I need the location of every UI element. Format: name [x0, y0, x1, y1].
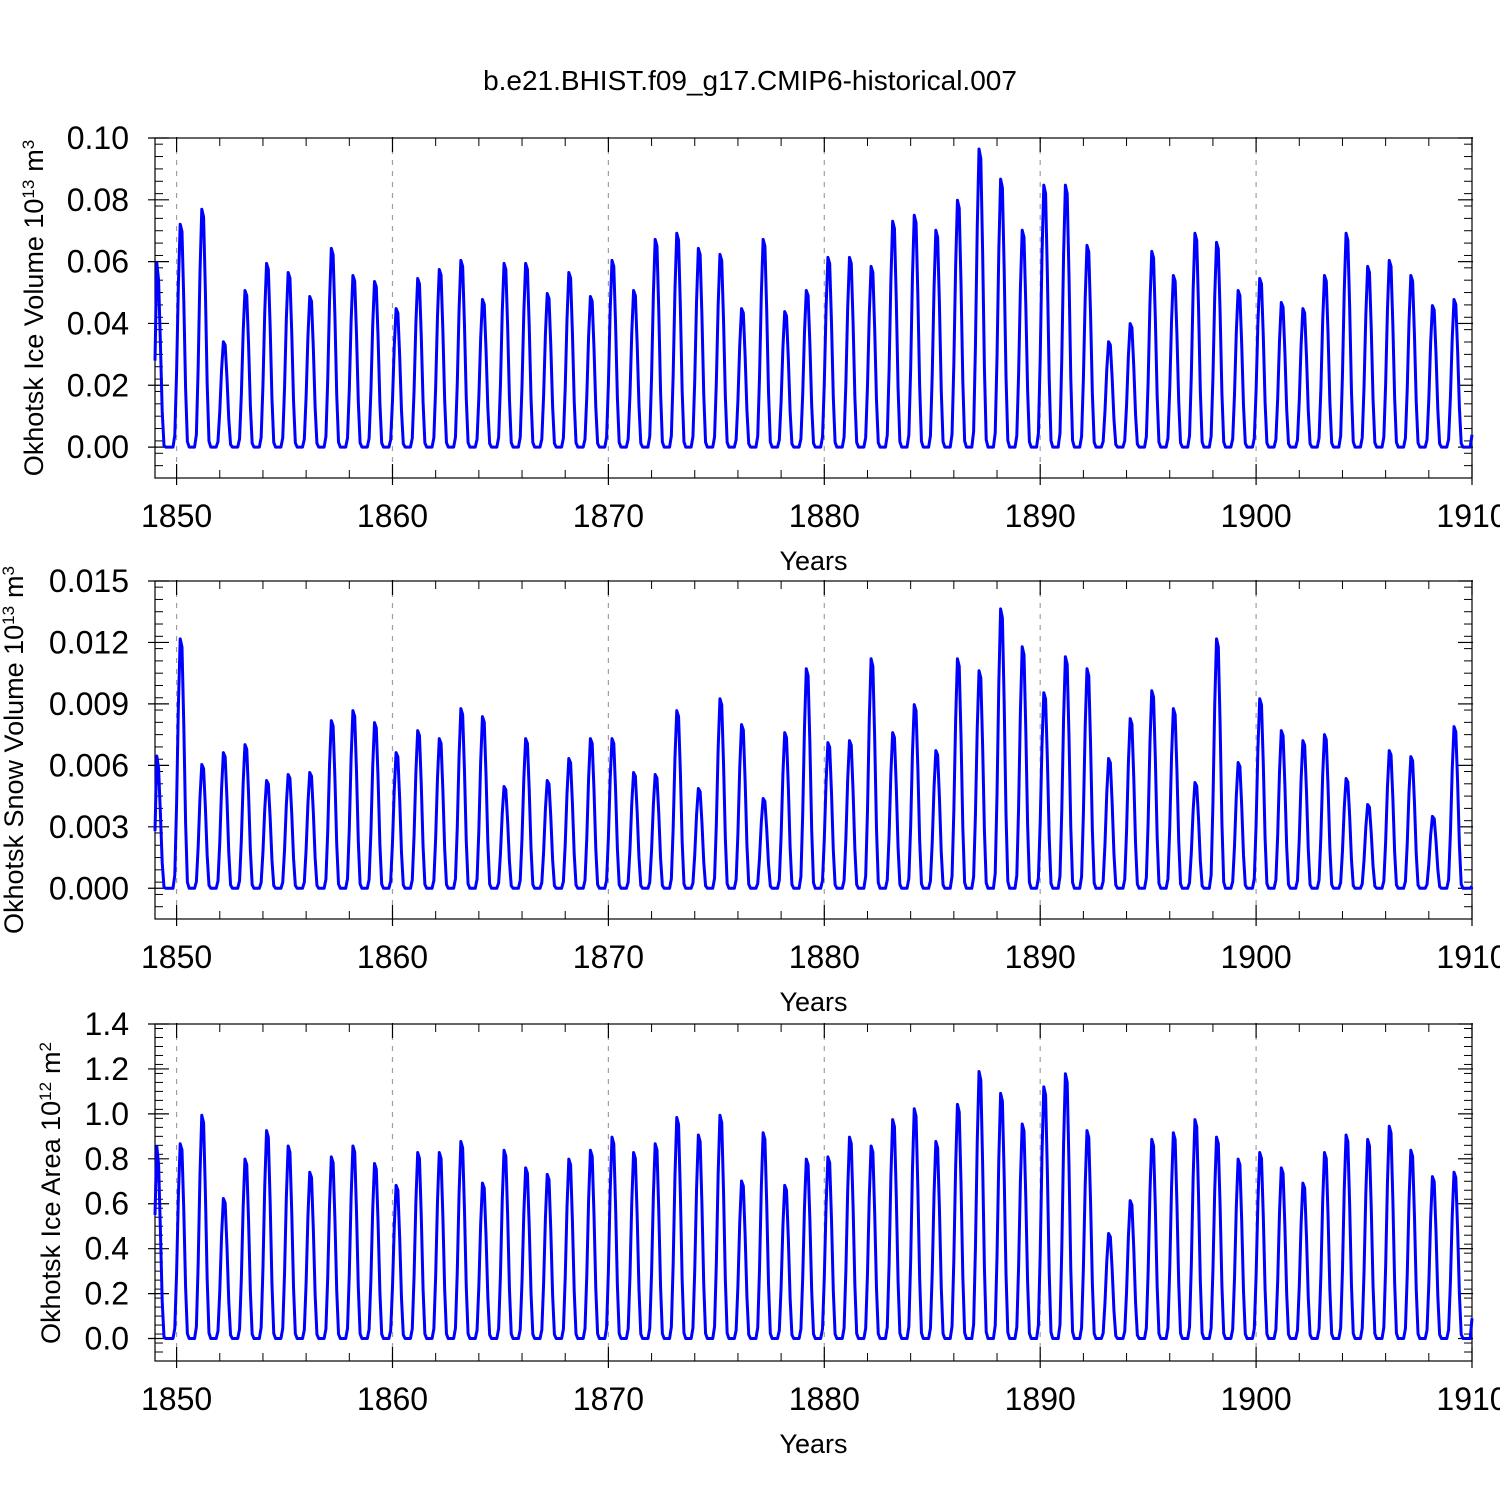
y-axis-title: Okhotsk Snow Volume 1013m3: [0, 566, 29, 934]
y-axis-title: Okhotsk Ice Area 1012m2: [36, 1042, 67, 1344]
y-tick-label: 0.10: [67, 120, 129, 156]
x-tick-label: 1850: [141, 1381, 212, 1417]
series-line-ice-area: [153, 1070, 1474, 1341]
series-line-snow-volume: [153, 607, 1474, 890]
y-tick-label: 1.0: [85, 1096, 129, 1132]
y-tick-label: 0.012: [49, 624, 129, 660]
x-tick-label: 1860: [357, 1381, 428, 1417]
x-axis-title: Years: [779, 546, 847, 576]
x-tick-label: 1900: [1221, 939, 1292, 975]
y-tick-label: 0.003: [49, 809, 129, 845]
y-tick-label: 0.08: [67, 182, 129, 218]
y-tick-label: 0.4: [85, 1231, 129, 1267]
x-tick-label: 1910: [1436, 1381, 1500, 1417]
series-line-ice-volume: [153, 147, 1474, 449]
y-tick-label: 0.015: [49, 563, 129, 599]
y-tick-label: 0.2: [85, 1276, 129, 1312]
figure-title: b.e21.BHIST.f09_g17.CMIP6-historical.007: [483, 65, 1017, 96]
y-tick-label: 0.009: [49, 686, 129, 722]
chart-panel-snow-volume: 0.000 0.003 0.006 0.009 0.012 0.015 1850 1860 18…: [0, 563, 1500, 1017]
y-tick-label: 0.6: [85, 1186, 129, 1222]
x-tick-label: 1890: [1005, 498, 1076, 534]
x-tick-label: 1900: [1221, 1381, 1292, 1417]
y-tick-label: 1.2: [85, 1051, 129, 1087]
y-tick-label: 0.04: [67, 305, 129, 341]
x-tick-label: 1860: [357, 939, 428, 975]
x-tick-label: 1910: [1436, 498, 1500, 534]
x-tick-label: 1880: [789, 939, 860, 975]
panels: 0.00 0.02 0.04 0.06 0.08 0.10 1850 1860 1870 1880…: [0, 120, 1500, 1459]
y-tick-label: 1.4: [85, 1006, 129, 1042]
x-tick-label: 1860: [357, 498, 428, 534]
x-tick-label: 1850: [141, 939, 212, 975]
y-tick-label: 0.02: [67, 367, 129, 403]
x-tick-label: 1870: [573, 498, 644, 534]
x-tick-label: 1880: [789, 498, 860, 534]
x-tick-label: 1850: [141, 498, 212, 534]
y-tick-label: 0.006: [49, 747, 129, 783]
y-tick-label: 0.06: [67, 244, 129, 280]
x-tick-label: 1910: [1436, 939, 1500, 975]
y-axis-title: Okhotsk Ice Volume 1013m3: [19, 140, 50, 477]
y-tick-label: 0.00: [67, 429, 129, 465]
chart-panel-ice-volume: 0.00 0.02 0.04 0.06 0.08 0.10 1850 1860 1870 1880…: [19, 120, 1500, 576]
x-tick-label: 1890: [1005, 939, 1076, 975]
x-axis-title: Years: [779, 1429, 847, 1459]
x-tick-label: 1880: [789, 1381, 860, 1417]
x-axis-title: Years: [779, 987, 847, 1017]
x-tick-label: 1900: [1221, 498, 1292, 534]
y-tick-label: 0.0: [85, 1321, 129, 1357]
y-tick-label: 0.8: [85, 1141, 129, 1177]
x-tick-label: 1890: [1005, 1381, 1076, 1417]
chart-panel-ice-area: 0.0 0.2 0.4 0.6 0.8 1.0 1.2 1.4 1850 1860 1870 1880…: [36, 1006, 1500, 1459]
x-tick-label: 1870: [573, 1381, 644, 1417]
y-tick-label: 0.000: [49, 870, 129, 906]
plot-frame: [154, 580, 1473, 920]
x-tick-label: 1870: [573, 939, 644, 975]
